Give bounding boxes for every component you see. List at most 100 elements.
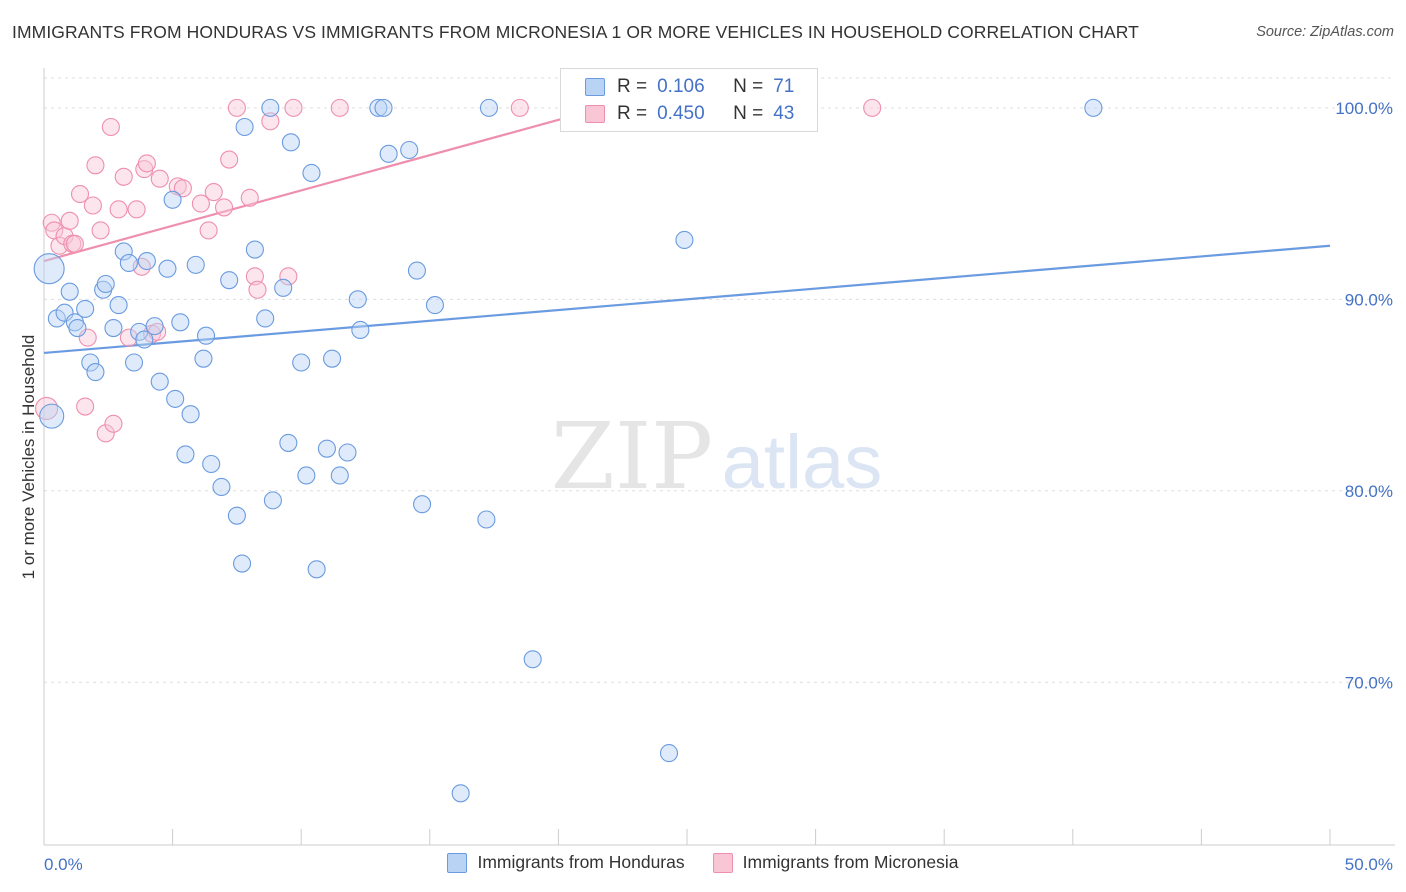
y-tick-label-1: 90.0% xyxy=(1345,290,1393,309)
point-honduras xyxy=(307,560,326,579)
point-honduras xyxy=(33,253,65,285)
point-honduras xyxy=(81,353,100,372)
point-micronesia xyxy=(214,198,234,217)
point-honduras xyxy=(297,466,316,485)
point-honduras xyxy=(292,353,311,372)
point-honduras xyxy=(109,296,128,315)
point-honduras xyxy=(675,230,694,250)
point-micronesia xyxy=(101,117,120,137)
legend-item-micronesia[interactable]: Immigrants from Micronesia xyxy=(712,852,959,873)
correlation-legend: R = 0.106 N = 71 R = 0.450 N = 43 xyxy=(560,68,818,132)
legend-swatch-honduras xyxy=(447,852,468,873)
point-honduras xyxy=(338,443,357,462)
point-micronesia xyxy=(35,396,59,421)
point-micronesia xyxy=(83,196,102,215)
point-honduras xyxy=(60,282,79,301)
point-honduras xyxy=(348,290,367,309)
point-honduras xyxy=(245,240,264,259)
point-micronesia xyxy=(261,112,280,131)
legend-item-honduras[interactable]: Immigrants from Honduras xyxy=(447,852,685,873)
point-honduras xyxy=(114,242,133,261)
point-micronesia xyxy=(91,221,110,240)
point-micronesia xyxy=(199,221,218,240)
point-honduras xyxy=(374,98,393,117)
point-micronesia xyxy=(245,267,264,286)
point-honduras xyxy=(220,271,239,290)
point-honduras xyxy=(86,363,105,382)
point-micronesia xyxy=(114,167,133,186)
point-micronesia xyxy=(227,98,246,117)
point-honduras xyxy=(186,255,205,274)
series-legend: Immigrants from Honduras Immigrants from… xyxy=(0,852,1406,873)
axes xyxy=(43,68,1395,846)
gridlines xyxy=(44,77,1395,683)
point-honduras xyxy=(137,251,156,271)
point-micronesia xyxy=(76,397,95,416)
point-micronesia xyxy=(173,179,192,198)
legend-label-micronesia: Immigrants from Micronesia xyxy=(742,852,959,872)
legend-n-value: 43 xyxy=(773,103,795,124)
point-honduras xyxy=(119,253,138,273)
point-honduras xyxy=(274,278,293,297)
point-honduras xyxy=(194,349,213,368)
point-honduras xyxy=(281,133,300,152)
data-points xyxy=(33,98,1103,803)
point-honduras xyxy=(158,259,177,278)
point-honduras xyxy=(256,309,275,328)
point-micronesia xyxy=(248,280,267,299)
trend-lines xyxy=(43,93,1331,355)
point-honduras xyxy=(163,190,182,209)
point-micronesia xyxy=(191,194,210,213)
point-micronesia xyxy=(510,98,529,117)
point-micronesia xyxy=(119,328,138,347)
point-honduras xyxy=(279,433,298,452)
watermark-zip: ZIP xyxy=(551,403,713,510)
legend-r-label: R = xyxy=(617,76,648,97)
point-honduras xyxy=(166,389,185,408)
point-honduras xyxy=(96,274,115,294)
point-honduras xyxy=(181,405,200,424)
point-honduras xyxy=(176,445,195,464)
point-micronesia xyxy=(65,234,84,253)
point-honduras xyxy=(379,144,398,163)
point-honduras xyxy=(425,296,444,315)
point-honduras xyxy=(351,320,370,340)
point-honduras xyxy=(145,317,164,336)
point-micronesia xyxy=(70,184,90,204)
legend-r-value: 0.450 xyxy=(657,103,705,124)
point-honduras xyxy=(323,349,342,368)
legend-label-honduras: Immigrants from Honduras xyxy=(477,852,685,872)
legend-n-value: 71 xyxy=(773,76,795,97)
point-honduras xyxy=(369,98,388,117)
watermark-atlas: atlas xyxy=(722,420,883,505)
trend-line-honduras xyxy=(43,244,1331,355)
x-tick-labels: 0.0% 50.0% xyxy=(44,855,1393,874)
y-tick-label-2: 80.0% xyxy=(1345,482,1393,501)
legend-swatch-honduras xyxy=(585,78,605,96)
point-micronesia xyxy=(863,98,882,117)
legend-swatch-micronesia xyxy=(712,852,733,873)
point-honduras xyxy=(76,299,95,318)
point-honduras xyxy=(330,466,349,485)
point-honduras xyxy=(302,163,321,183)
point-micronesia xyxy=(86,156,105,175)
point-honduras xyxy=(196,326,216,345)
point-micronesia xyxy=(127,200,146,219)
point-micronesia xyxy=(240,188,259,207)
point-honduras xyxy=(150,372,169,391)
point-honduras xyxy=(659,744,679,763)
point-honduras xyxy=(451,784,470,803)
point-honduras xyxy=(407,261,426,280)
point-honduras xyxy=(68,318,87,338)
y-axis-label: 1 or more Vehicles in Household xyxy=(19,335,38,580)
point-honduras xyxy=(212,477,231,497)
point-honduras xyxy=(124,353,144,372)
point-honduras xyxy=(171,313,190,332)
point-honduras xyxy=(235,117,254,137)
point-honduras xyxy=(104,318,123,338)
legend-n-label: N = xyxy=(733,76,764,97)
point-micronesia xyxy=(104,414,123,433)
point-micronesia xyxy=(284,98,303,117)
point-micronesia xyxy=(60,211,79,230)
